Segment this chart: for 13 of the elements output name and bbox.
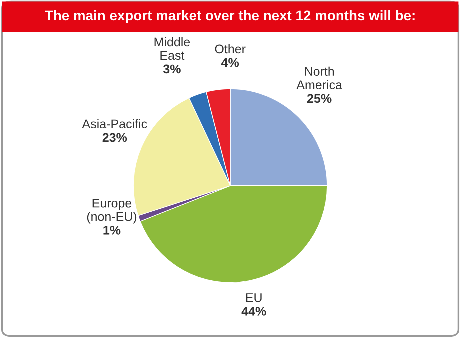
slice-label: EU [246,294,262,302]
slice-label: Asia-Pacific [82,119,148,129]
data-label: 4% [221,58,240,68]
data-label: 3% [163,64,181,74]
chart-title: The main export market over the next 12 months will be: [45,10,415,24]
data-label: 23% [102,133,128,142]
slice-label: Other [215,44,246,54]
data-label: 25% [307,94,332,104]
slice-label: Middle East [154,37,190,60]
slice-label: Europe (non-EU) [87,199,137,224]
slice-label: North America [296,66,342,90]
data-label: 44% [242,307,266,316]
data-label: 1% [104,226,121,235]
